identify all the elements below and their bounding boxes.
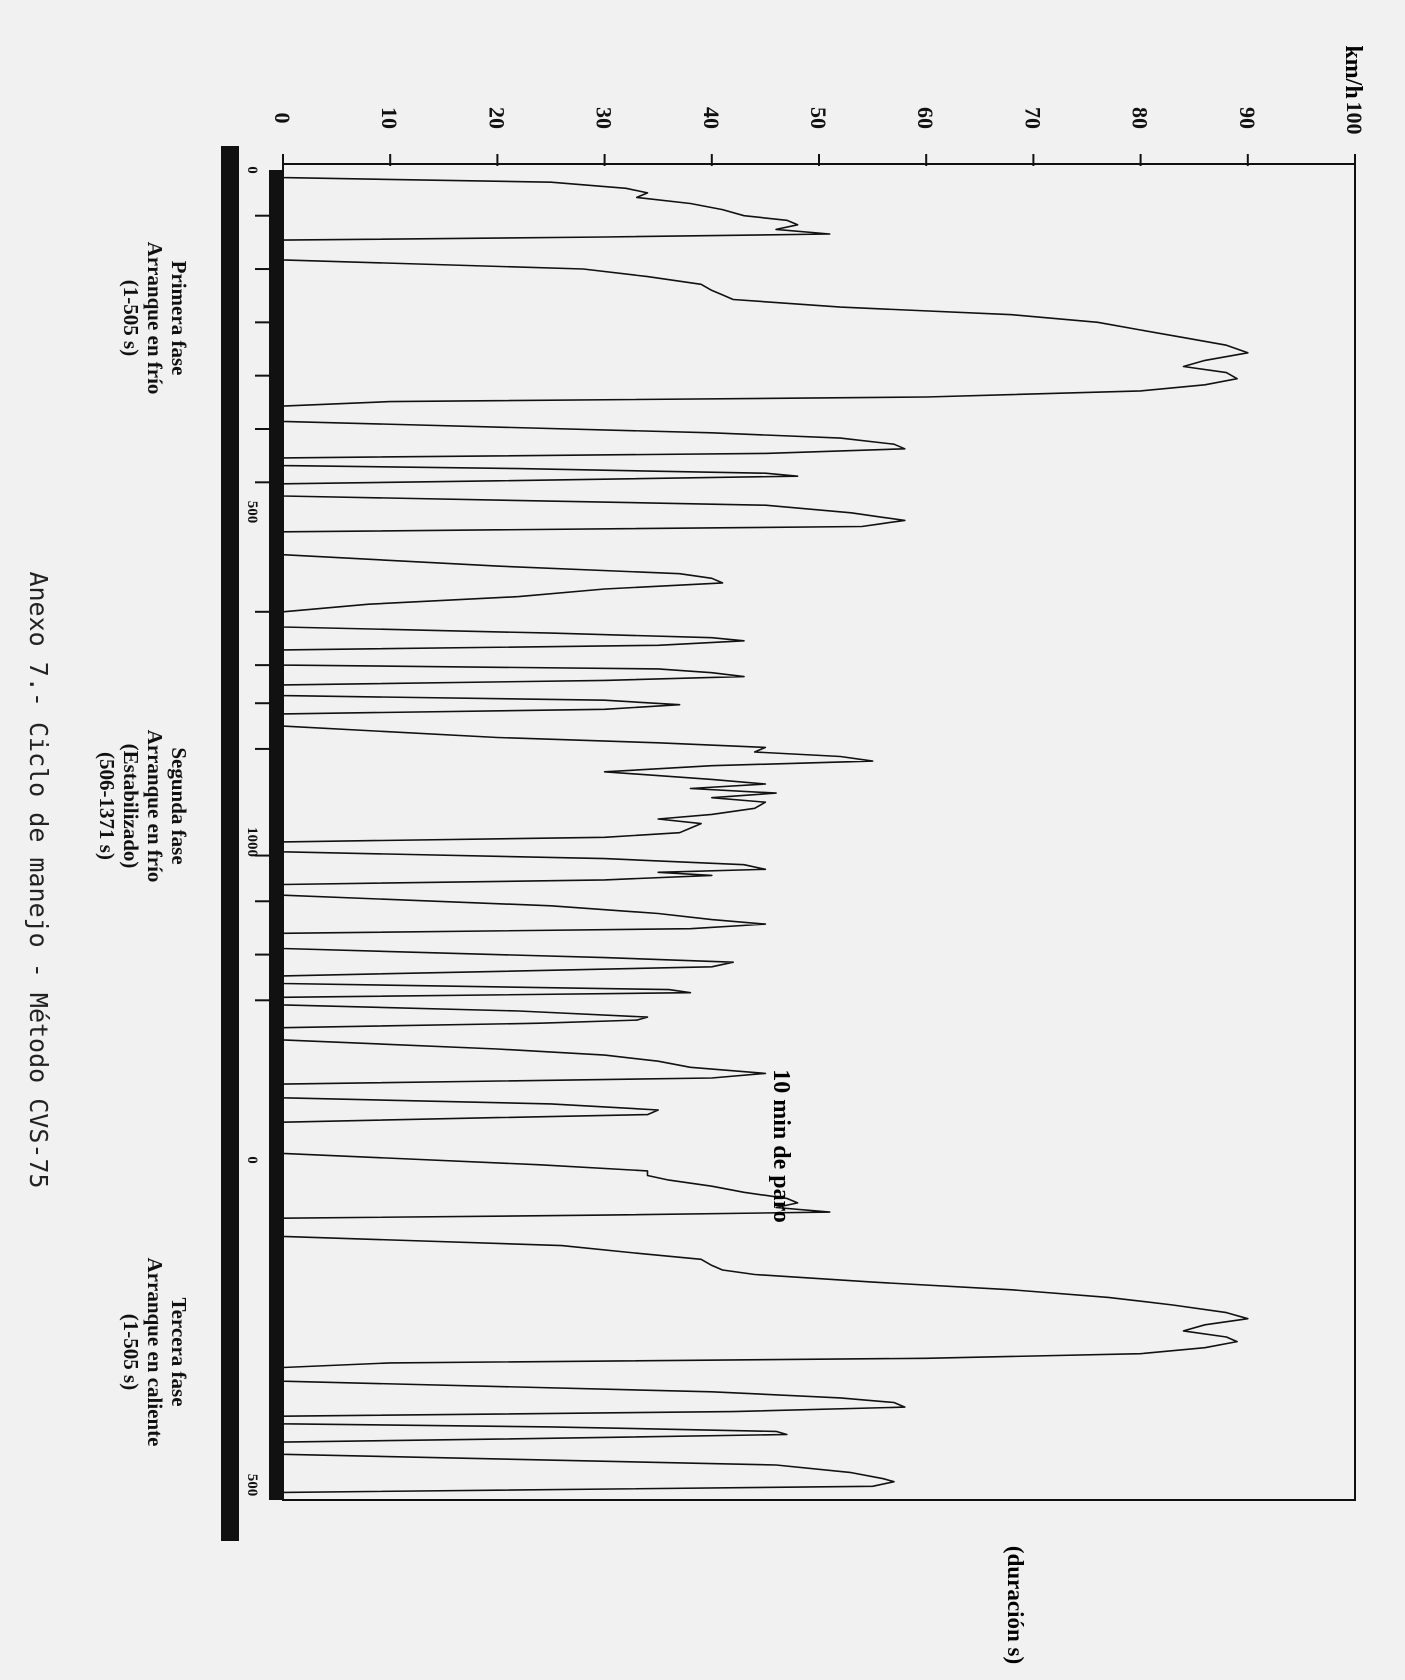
phase-label-1-line-3: (1-505 s): [119, 280, 143, 356]
y-tick-label-9: 90: [1235, 107, 1260, 129]
figure-caption: Anexo 7.- Ciclo de manejo - Método CVS-7…: [24, 571, 53, 1188]
x-tick-label-4: 500: [244, 1474, 260, 1497]
y-tick-label-8: 80: [1128, 107, 1153, 129]
y-tick-label-7: 70: [1020, 107, 1045, 129]
x-tick-label-0: 0: [244, 166, 260, 174]
series-layer: [282, 170, 1249, 1500]
x-axis: 0 500 1000 0 500: [221, 146, 283, 1541]
y-tick-label-2: 20: [484, 107, 509, 129]
phase-label-3-line-1: Tercera fase: [167, 1297, 191, 1406]
phase-label-1-line-2: Arranque en frío: [143, 242, 167, 395]
phase-label-2-line-2: Arranque en frío: [143, 730, 167, 883]
y-tick-label-4: 40: [699, 107, 724, 129]
y-tick-label-10: 100: [1342, 102, 1367, 135]
phase-label-3-line-2: Arranque en caliente: [143, 1258, 167, 1447]
y-tick-label-5: 50: [806, 107, 831, 129]
x-tick-label-2: 1000: [244, 827, 260, 857]
phase-label-2-line-4: (506-1371 s): [95, 752, 119, 860]
y-axis: 0 10 20 30 40 50 60 70 80 90 100: [270, 102, 1367, 166]
phase-label-3-line-3: (1-505 s): [119, 1314, 143, 1390]
time-axis-bar: [221, 146, 239, 1541]
pause-annotation: 10 min de paro: [768, 1069, 794, 1223]
y-tick-label-1: 10: [377, 107, 402, 129]
y-tick-label-6: 60: [913, 107, 938, 129]
phase-label-1-line-1: Primera fase: [167, 261, 191, 376]
x-tick-label-3: 0: [244, 1156, 260, 1164]
y-tick-label-3: 30: [592, 107, 617, 129]
phase-label-2-line-3: (Estabilizado): [119, 744, 143, 869]
chart-frame: [282, 163, 1356, 1501]
y-tick-label-0: 0: [270, 113, 295, 124]
x-tick-label-1: 500: [244, 501, 260, 524]
plot-border: [282, 163, 1356, 1501]
y-axis-label: km/h: [1340, 45, 1366, 98]
speed-trace-0: [282, 170, 1249, 1500]
baseline-bar: [269, 170, 283, 1500]
phase-label-2-line-1: Segunda fase: [167, 747, 191, 864]
x-axis-label: (duración s): [1003, 1546, 1028, 1664]
